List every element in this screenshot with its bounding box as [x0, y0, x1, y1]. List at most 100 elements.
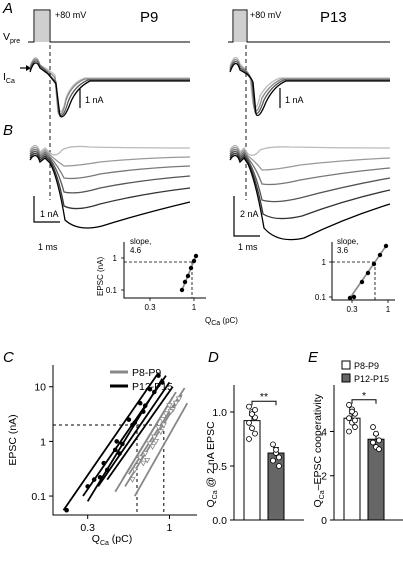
title-p13: P13 [320, 9, 347, 26]
chart-c-xtick-label-1: 1 [167, 522, 173, 534]
inset-left-ytick-1: 1 [113, 254, 118, 263]
chart-d-point-0-0 [246, 403, 252, 410]
voltage-protocol-right [228, 9, 390, 43]
scale-amp-b-right: 2 nA [240, 209, 259, 219]
inset-right-slope-label: slope, [337, 237, 358, 246]
chart-e-bar-1 [367, 438, 385, 521]
chart-c-axes [52, 365, 197, 516]
chart-c-point-1-18 [97, 475, 103, 480]
chart-d-point-1-2 [276, 454, 282, 461]
title-p9: P9 [140, 9, 158, 26]
chart-c-point-1-5 [137, 400, 143, 406]
chart-c-xtick-label-0: 0.3 [80, 522, 95, 534]
ca-current-left [29, 57, 190, 118]
chart-c-point-0-10 [129, 477, 136, 483]
inset-right-ytick-1: 1 [322, 258, 327, 267]
chart-d-bar-1 [267, 452, 285, 521]
scale-label-a-left: 1 nA [85, 95, 104, 105]
chart-e-point-0-0 [346, 402, 352, 408]
inset-left-xtick-1: 1 [192, 303, 197, 312]
inset-right-xtick-1: 1 [386, 305, 391, 314]
chart-d-sig-stars: ** [260, 391, 268, 403]
chart-d-point-0-7 [249, 411, 255, 418]
chart-e-legend-label-0: P8-P9 [354, 361, 379, 371]
chart-d-ytick-label-2: 1.0 [212, 407, 227, 419]
chart-c-ytick-label-2: 0.1 [31, 491, 46, 503]
chart-c-point-1-0 [64, 507, 69, 513]
chart-e-legend-label-1: P12-P15 [354, 374, 389, 384]
chart-d-ytick-label-0: 0.0 [212, 515, 227, 527]
chart-c-point-0-18 [167, 409, 174, 415]
inset-left: 1 0.1 0.3 1 EPSC (nA) slope, 4.6 QCa (pC… [96, 237, 238, 327]
chart-c-point-0-17 [160, 422, 167, 429]
chart-c-point-0-13 [157, 429, 164, 436]
chart-c-point-1-6 [147, 386, 153, 392]
chart-d-point-1-3 [270, 457, 276, 464]
chart-c-point-0-2 [151, 434, 158, 441]
chart-c-point-1-1 [85, 484, 90, 489]
chart-d-point-0-8 [252, 406, 258, 413]
ica-label: ICa [3, 71, 15, 85]
chart-c-point-1-11 [142, 403, 148, 408]
chart-e-legend-swatch-0 [341, 360, 351, 370]
chart-c-point-1-7 [156, 373, 161, 378]
inset-right: 1 0.1 0.3 1 slope, 3.6 [315, 237, 395, 314]
voltage-protocol-left [28, 9, 190, 43]
chart-c-fit-0-2 [133, 402, 189, 497]
chart-c-point-0-9 [172, 400, 180, 407]
chart-d-point-1-5 [276, 463, 282, 469]
chart-c-fit-1-4 [86, 378, 164, 502]
chart-c-xlabel: QCa (pC) [92, 533, 132, 547]
chart-e-point-0-3 [346, 415, 352, 422]
scale-bar-b-left [33, 196, 60, 223]
chart-e-bar-0 [343, 417, 361, 521]
chart-e-point-0-7 [349, 408, 355, 415]
chart-e-point-0-6 [346, 428, 352, 435]
chart-c-point-1-17 [160, 380, 165, 385]
chart-c-fit-1-0 [62, 372, 160, 511]
chart-d-ylabel: QCa @ 2 nA EPSC [205, 421, 219, 508]
chart-e-legend-swatch-1 [341, 373, 351, 383]
inset-right-ytick-0.1: 0.1 [315, 293, 327, 302]
chart-e-point-0-5 [352, 424, 358, 430]
scale-amp-b-left: 1 nA [40, 209, 59, 219]
chart-c-fit-1-3 [106, 386, 174, 481]
chart-e-ylabel: QCa–EPSC cooperativity [312, 393, 326, 507]
chart-c-point-0-15 [143, 457, 151, 464]
chart-e-point-1-1 [373, 430, 379, 437]
chart-c-point-0-0 [131, 467, 138, 474]
chart-d-point-0-4 [249, 425, 255, 432]
inset-left-ytick-0.1: 0.1 [106, 286, 118, 295]
chart-c-point-0-7 [155, 425, 162, 431]
chart-c-point-1-2 [101, 460, 107, 466]
chart-c-point-0-19 [175, 396, 183, 403]
chart-c-point-1-12 [152, 389, 157, 395]
panel-a-letter: A [2, 0, 13, 17]
inset-left-slope-value: 4.6 [130, 246, 142, 255]
chart-c-legend-label-1: P12-P15 [132, 381, 173, 393]
chart-c-point-0-1 [142, 451, 149, 457]
panel-e-letter: E [308, 349, 319, 366]
panel-d-letter: D [208, 349, 219, 366]
epsc-traces-left [29, 144, 191, 229]
inset-left-xlabel: QCa (pC) [205, 316, 238, 327]
chart-d-bar-0 [243, 420, 261, 521]
chart-c-point-0-3 [159, 417, 166, 423]
inset-left-ylabel: EPSC (nA) [96, 257, 105, 296]
scale-label-a-right: 1 nA [285, 95, 304, 105]
chart-c-point-1-14 [112, 447, 118, 453]
chart-e-sig-stars: * [362, 390, 366, 402]
chart-c-point-1-4 [126, 417, 132, 422]
chart-c-legend-label-0: P8-P9 [132, 367, 161, 379]
chart-c-point-1-3 [114, 439, 120, 444]
chart-e-ytick-label-0: 0 [321, 515, 327, 527]
inset-right-slope-value: 3.6 [337, 246, 349, 255]
chart-d-point-0-5 [252, 430, 258, 437]
chart-c-ytick-label-0: 10 [34, 382, 46, 394]
inset-left-slope-label: slope, [130, 237, 151, 246]
chart-c-point-1-13 [91, 477, 97, 482]
vpre-label: Vpre [3, 31, 20, 45]
chart-c-point-0-6 [146, 441, 154, 448]
